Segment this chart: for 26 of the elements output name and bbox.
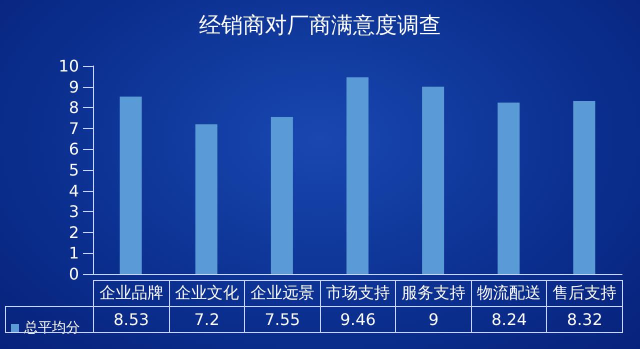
x-tick-label: 售后支持 bbox=[546, 280, 623, 307]
data-label: 7.55 bbox=[244, 306, 321, 333]
y-tick-label: 0 bbox=[68, 264, 79, 284]
data-label: 7.2 bbox=[168, 306, 246, 333]
data-label: 8.32 bbox=[546, 306, 623, 333]
y-tick-label: 5 bbox=[68, 160, 79, 180]
x-tick-label: 企业文化 bbox=[168, 280, 246, 307]
y-tick-label: 10 bbox=[58, 56, 79, 76]
y-tick-label: 8 bbox=[68, 98, 79, 118]
y-tick-label: 3 bbox=[68, 202, 79, 222]
x-tick-label: 企业远景 bbox=[244, 280, 321, 307]
y-tick-label: 2 bbox=[68, 222, 79, 242]
x-tick-label: 服务支持 bbox=[395, 280, 472, 307]
y-tick-label: 7 bbox=[68, 118, 79, 138]
data-label: 8.24 bbox=[470, 306, 548, 333]
chart-title: 经销商对厂商满意度调查 bbox=[199, 14, 441, 38]
data-label: 9.46 bbox=[320, 306, 396, 333]
data-label: 8.53 bbox=[93, 306, 170, 333]
y-tick-label: 1 bbox=[68, 244, 79, 263]
x-tick-label: 物流配送 bbox=[470, 280, 548, 307]
y-tick-label: 4 bbox=[68, 181, 79, 200]
y-tick-label: 6 bbox=[68, 140, 79, 159]
x-tick-label: 市场支持 bbox=[320, 280, 396, 307]
y-tick-label: 9 bbox=[68, 77, 79, 96]
data-label: 9 bbox=[395, 306, 472, 333]
x-tick-label: 企业品牌 bbox=[93, 280, 170, 307]
